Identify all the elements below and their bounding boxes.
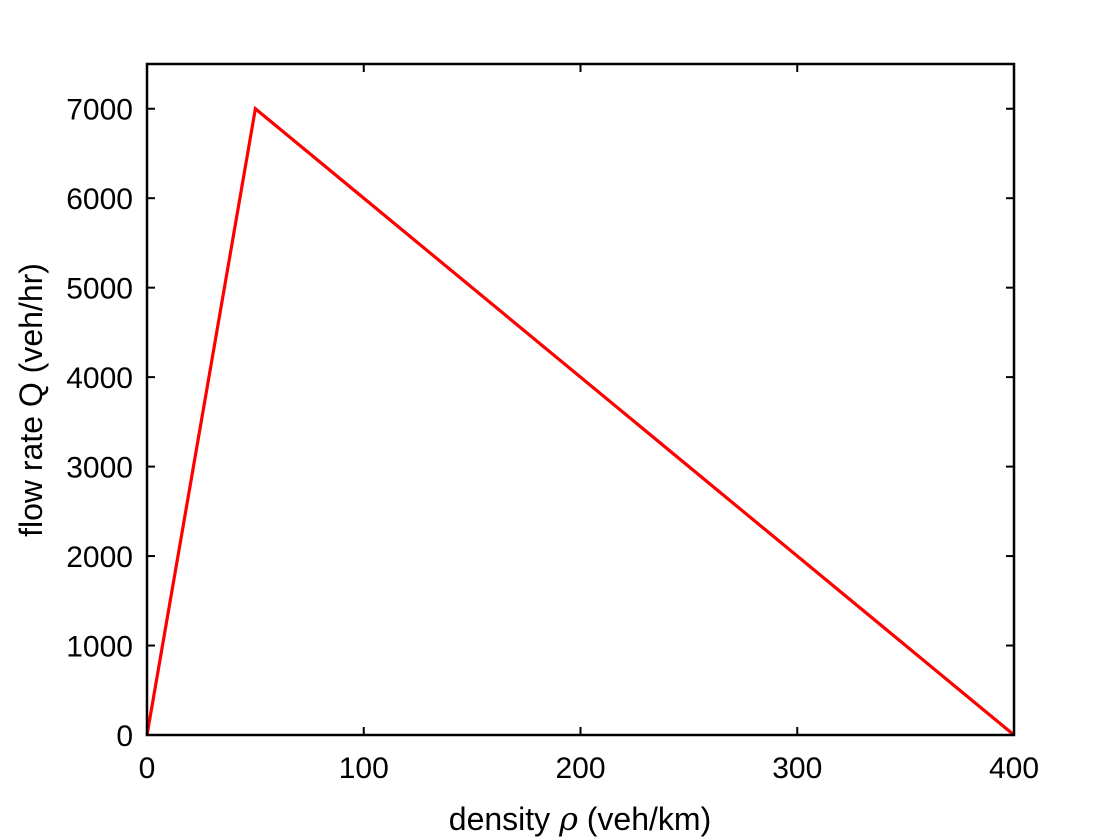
x-tick-label: 0 xyxy=(139,752,156,785)
y-tick-label: 3000 xyxy=(66,452,133,485)
y-tick-label: 6000 xyxy=(66,183,133,216)
y-tick-label: 0 xyxy=(116,720,133,753)
series-layer xyxy=(145,105,1016,737)
x-axis-label: density ρ (veh/km) xyxy=(449,800,711,838)
y-axis-label: flow rate Q (veh/hr) xyxy=(13,263,49,537)
y-tick-label: 5000 xyxy=(66,273,133,306)
x-tick-label: 200 xyxy=(555,752,605,785)
x-axis-label-symbol: ρ xyxy=(558,800,578,838)
y-tick-label: 7000 xyxy=(66,94,133,127)
series-line xyxy=(145,105,1016,737)
plot-frame xyxy=(145,62,1016,737)
y-tick-label: 1000 xyxy=(66,631,133,664)
x-tick-label: 300 xyxy=(772,752,822,785)
y-tick-label: 2000 xyxy=(66,541,133,574)
plot-area xyxy=(147,64,1014,735)
x-tick-label: 400 xyxy=(989,752,1039,785)
tick-labels: 0 100 200 300 400010002000300040005000600070… xyxy=(66,94,1039,785)
y-tick-label: 4000 xyxy=(66,362,133,395)
x-axis-label-suffix: (veh/km) xyxy=(578,801,711,837)
x-tick-label: 100 xyxy=(339,752,389,785)
x-axis-label-prefix: density xyxy=(449,801,559,837)
